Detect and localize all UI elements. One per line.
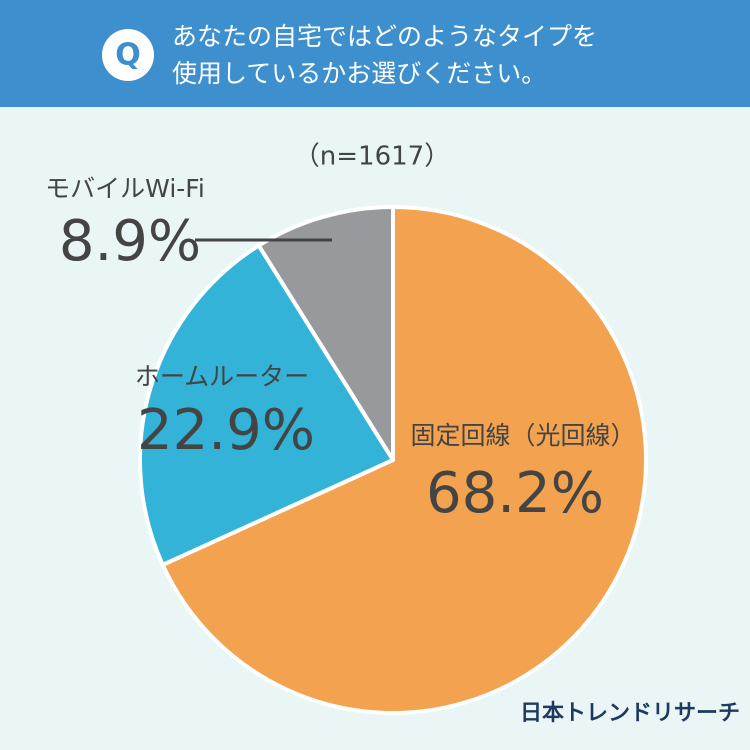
q-badge — [102, 29, 154, 81]
logo: 日本トレンドリサーチ — [520, 701, 740, 726]
pie-slice — [160, 205, 648, 715]
pie — [138, 205, 648, 715]
value-label: 22.9% — [137, 398, 315, 463]
pie-slice — [138, 243, 395, 567]
pie-slice — [256, 205, 395, 462]
labels: 固定回線（光回線） 68.2% ホームルーター 22.9% モバイルWi-Fi 8.9% — [45, 174, 635, 526]
title-line: あなたの自宅ではどのようなタイプを — [172, 22, 597, 51]
value-label: 8.9% — [59, 209, 201, 274]
value-label: 68.2% — [426, 461, 604, 526]
category-label: ホームルーター — [135, 362, 309, 391]
category-label: モバイルWi-Fi — [45, 174, 205, 203]
category-label: 固定回線（光回線） — [410, 421, 635, 450]
subtitle: （n=1617） — [294, 142, 450, 172]
q-badge-text: Q — [115, 38, 141, 73]
title-line: 使用しているかお選びください。 — [172, 59, 546, 88]
